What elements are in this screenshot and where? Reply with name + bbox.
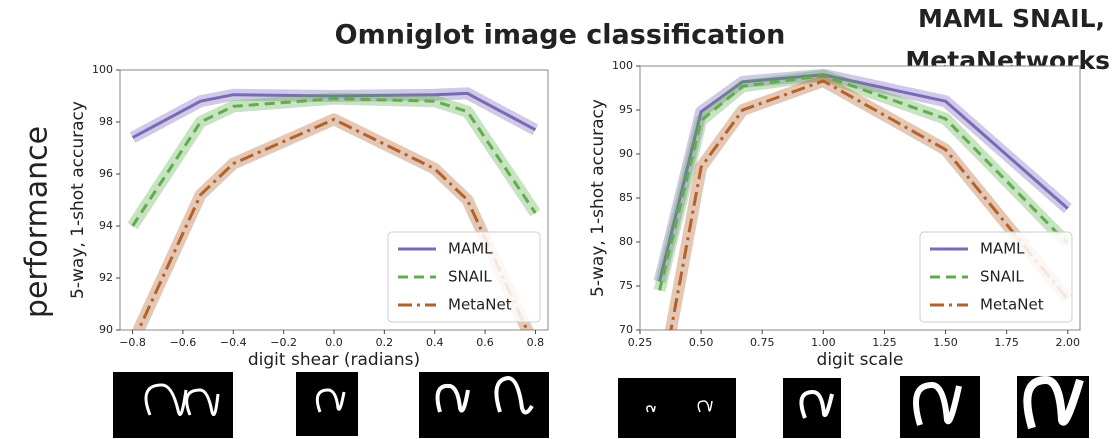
y-tick-label: 75 [619, 279, 633, 292]
series-line [131, 91, 537, 139]
side-label: performance [20, 126, 55, 318]
x-tick-label: 1.25 [872, 336, 897, 349]
y-tick-label: 80 [619, 235, 633, 248]
x-tick-label: 0.4 [426, 336, 444, 349]
y-tick-label: 94 [99, 219, 113, 232]
glyph [435, 375, 534, 415]
x-tick-label: −0.8 [119, 336, 146, 349]
legend-box [387, 231, 541, 323]
x-tick-label: 0.8 [527, 336, 545, 349]
image [419, 372, 549, 438]
image [618, 378, 736, 438]
x-tick-label: 0.6 [476, 336, 494, 349]
image [900, 376, 980, 438]
x-tick-label: 0.50 [689, 336, 714, 349]
y-tick-label: 98 [99, 115, 113, 128]
x-tick-label: −0.6 [170, 336, 197, 349]
glyph [913, 381, 962, 426]
plot [127, 87, 541, 330]
chart: 70 75 80 85 90 95 100 0.25 0.50 0.75 1.00 1.25 1.50 1… [588, 59, 1081, 370]
series-line [669, 79, 1069, 330]
x-tick-label: 0.2 [376, 336, 394, 349]
slide-title: Omniglot image classification [335, 20, 786, 51]
glyph [315, 388, 346, 413]
legend-label: SNAIL [980, 268, 1024, 286]
legend-label: MAML [980, 240, 1025, 258]
x-tick-label: 0.0 [325, 336, 343, 349]
y-axis-label: 5-way, 1-shot accuracy [68, 101, 88, 299]
x-tick-label: −0.4 [220, 336, 247, 349]
x-tick-label: −0.2 [270, 336, 297, 349]
legend-label: MetaNet [448, 296, 512, 314]
glyph [1023, 375, 1084, 430]
x-tick-label: 1.75 [994, 336, 1019, 349]
y-tick-label: 95 [619, 103, 633, 116]
y-tick-label: 90 [99, 323, 113, 336]
series-line [658, 74, 1069, 291]
x-axis-label: digit scale [817, 350, 904, 370]
x-tick-label: 1.00 [811, 336, 836, 349]
y-axis-label: 5-way, 1-shot accuracy [588, 99, 608, 297]
series-line [136, 117, 529, 330]
chart: 90 92 94 96 98 100 −0.8 −0.6 −0.4 −0.2 0.0 0.2 0.4 0.… [68, 63, 549, 370]
y-tick-label: 70 [619, 323, 633, 336]
series-line [131, 97, 537, 227]
method-label: SNAIL, [1012, 4, 1105, 33]
y-tick-label: 100 [92, 63, 113, 76]
legend-label: MetaNet [980, 296, 1044, 314]
glyph [144, 383, 220, 417]
y-tick-label: 85 [619, 191, 633, 204]
series-line [658, 73, 1069, 282]
x-tick-label: 2.00 [1056, 336, 1081, 349]
y-tick-label: 96 [99, 167, 113, 180]
x-tick-label: 0.25 [628, 336, 653, 349]
image [113, 372, 233, 438]
method-label: MAML [918, 4, 1003, 33]
x-tick-label: 1.50 [933, 336, 958, 349]
legend-label: MAML [448, 240, 493, 258]
glyph [646, 400, 713, 413]
y-tick-label: 100 [612, 59, 633, 72]
image [296, 372, 358, 436]
image [783, 378, 841, 438]
x-tick-label: 0.75 [750, 336, 775, 349]
digit-images [113, 372, 1089, 438]
x-axis-label: digit shear (radians) [248, 350, 420, 370]
y-tick-label: 92 [99, 271, 113, 284]
legend-box [919, 231, 1073, 323]
plot [653, 68, 1073, 330]
y-tick-label: 90 [619, 147, 633, 160]
glyph [799, 389, 834, 419]
legend-label: SNAIL [448, 268, 492, 286]
